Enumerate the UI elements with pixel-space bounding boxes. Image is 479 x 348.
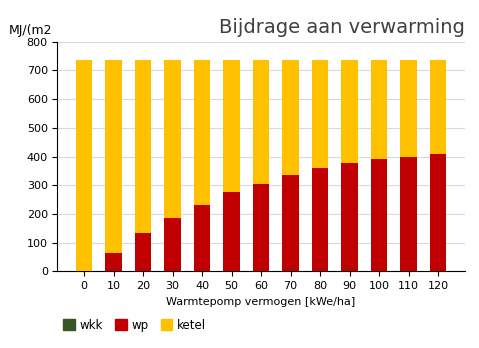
Bar <box>194 205 210 271</box>
Bar <box>312 168 328 271</box>
Bar <box>430 60 446 154</box>
Bar <box>105 253 122 271</box>
Bar <box>400 157 417 271</box>
Bar <box>135 60 151 233</box>
Bar <box>164 60 181 218</box>
Bar <box>253 184 269 271</box>
Bar <box>223 192 240 271</box>
Bar <box>371 159 387 271</box>
Bar <box>253 60 269 184</box>
X-axis label: Warmtepomp vermogen [kWe/ha]: Warmtepomp vermogen [kWe/ha] <box>166 297 356 307</box>
Bar <box>223 60 240 192</box>
Bar <box>312 60 328 168</box>
Bar <box>194 60 210 205</box>
Bar <box>105 60 122 253</box>
Bar <box>400 60 417 157</box>
Bar <box>76 60 92 271</box>
Bar <box>283 175 299 271</box>
Bar <box>135 233 151 271</box>
Text: MJ/(m2: MJ/(m2 <box>9 24 52 37</box>
Bar <box>371 60 387 159</box>
Bar <box>430 154 446 271</box>
Text: Bijdrage aan verwarming: Bijdrage aan verwarming <box>219 18 465 38</box>
Bar <box>164 218 181 271</box>
Bar <box>342 163 358 271</box>
Bar <box>342 60 358 163</box>
Legend: wkk, wp, ketel: wkk, wp, ketel <box>63 319 206 332</box>
Bar <box>283 60 299 175</box>
